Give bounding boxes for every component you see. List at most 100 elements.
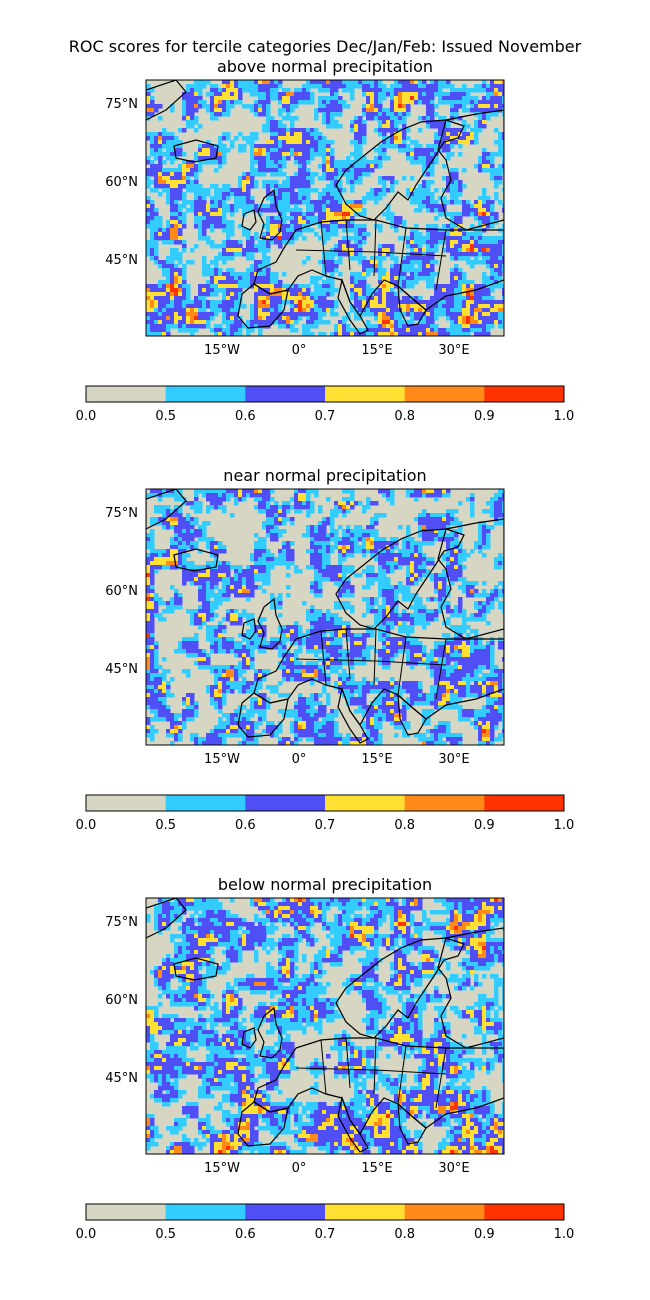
field-cell bbox=[210, 260, 215, 265]
field-cell bbox=[486, 224, 491, 229]
field-cell bbox=[246, 332, 251, 336]
field-cell bbox=[422, 264, 427, 269]
field-cell bbox=[158, 304, 163, 309]
field-cell bbox=[162, 160, 167, 165]
field-cell bbox=[414, 80, 419, 85]
field-cell bbox=[362, 104, 367, 109]
field-cell bbox=[454, 517, 459, 522]
field-cell bbox=[362, 80, 367, 85]
field-cell bbox=[162, 505, 167, 510]
field-cell bbox=[454, 280, 459, 285]
field-cell bbox=[326, 549, 331, 554]
field-cell bbox=[258, 561, 263, 566]
field-cell bbox=[218, 272, 223, 277]
field-cell bbox=[438, 573, 443, 578]
field-cell bbox=[394, 557, 399, 562]
field-cell bbox=[494, 497, 499, 502]
field-cell bbox=[434, 124, 439, 129]
field-cell bbox=[190, 112, 195, 117]
field-cell bbox=[358, 172, 363, 177]
field-cell bbox=[430, 256, 435, 261]
field-cell bbox=[262, 180, 267, 185]
field-cell bbox=[330, 228, 335, 233]
field-cell bbox=[450, 549, 455, 554]
field-cell bbox=[218, 505, 223, 510]
field-cell bbox=[478, 220, 483, 225]
field-cell bbox=[206, 208, 211, 213]
field-cell bbox=[390, 276, 395, 281]
field-cell bbox=[214, 264, 219, 269]
field-cell bbox=[370, 288, 375, 293]
field-cell bbox=[358, 228, 363, 233]
field-cell bbox=[446, 144, 451, 149]
field-cell bbox=[322, 156, 327, 161]
field-cell bbox=[322, 164, 327, 169]
field-cell bbox=[150, 212, 155, 217]
field-cell bbox=[214, 200, 219, 205]
field-cell bbox=[502, 320, 504, 325]
field-cell bbox=[150, 308, 155, 313]
field-cell bbox=[426, 208, 431, 213]
field-cell bbox=[274, 292, 279, 297]
field-cell bbox=[150, 140, 155, 145]
field-cell bbox=[450, 84, 455, 89]
field-cell bbox=[222, 288, 227, 293]
field-cell bbox=[406, 256, 411, 261]
field-cell bbox=[478, 128, 483, 133]
field-cell bbox=[390, 184, 395, 189]
field-cell bbox=[262, 509, 267, 514]
field-cell bbox=[306, 300, 311, 305]
field-cell bbox=[498, 200, 503, 205]
field-cell bbox=[218, 152, 223, 157]
field-cell bbox=[266, 561, 271, 566]
field-cell bbox=[178, 296, 183, 301]
field-cell bbox=[438, 529, 443, 534]
field-cell bbox=[234, 304, 239, 309]
field-cell bbox=[470, 96, 475, 101]
field-cell bbox=[486, 292, 491, 297]
field-cell bbox=[254, 577, 259, 582]
field-cell bbox=[194, 545, 199, 550]
field-cell bbox=[162, 144, 167, 149]
field-cell bbox=[166, 324, 171, 329]
field-cell bbox=[362, 272, 367, 277]
field-cell bbox=[346, 541, 351, 546]
field-cell bbox=[202, 316, 207, 321]
field-cell bbox=[350, 497, 355, 502]
field-cell bbox=[478, 549, 483, 554]
field-cell bbox=[454, 92, 459, 97]
field-cell bbox=[222, 565, 227, 570]
field-cell bbox=[182, 561, 187, 566]
field-cell bbox=[382, 573, 387, 578]
field-cell bbox=[462, 212, 467, 217]
field-cell bbox=[430, 521, 435, 526]
field-cell bbox=[418, 256, 423, 261]
field-cell bbox=[278, 216, 283, 221]
field-cell bbox=[450, 224, 455, 229]
field-cell bbox=[366, 264, 371, 269]
field-cell bbox=[158, 517, 163, 522]
field-cell bbox=[406, 569, 411, 574]
field-cell bbox=[446, 328, 451, 333]
field-cell bbox=[418, 521, 423, 526]
field-cell bbox=[422, 252, 427, 257]
field-cell bbox=[342, 529, 347, 534]
field-cell bbox=[410, 92, 415, 97]
field-cell bbox=[502, 316, 504, 321]
field-cell bbox=[266, 312, 271, 317]
field-cell bbox=[442, 288, 447, 293]
field-cell bbox=[450, 144, 455, 149]
field-cell bbox=[354, 148, 359, 153]
field-cell bbox=[494, 268, 499, 273]
field-cell bbox=[434, 120, 439, 125]
field-cell bbox=[386, 208, 391, 213]
field-cell bbox=[346, 208, 351, 213]
field-cell bbox=[286, 176, 291, 181]
field-cell bbox=[342, 248, 347, 253]
field-cell bbox=[446, 200, 451, 205]
field-cell bbox=[398, 116, 403, 121]
field-cell bbox=[290, 136, 295, 141]
field-cell bbox=[446, 176, 451, 181]
field-cell bbox=[254, 148, 259, 153]
field-cell bbox=[486, 324, 491, 329]
